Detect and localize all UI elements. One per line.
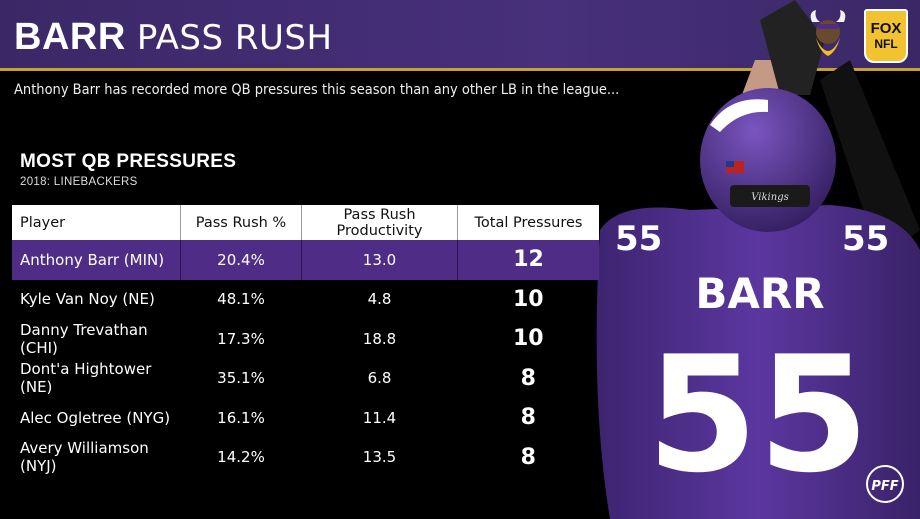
- prp: 11.4: [362, 408, 397, 427]
- jersey-name: BARR: [695, 269, 824, 318]
- flag-canton: [726, 161, 734, 167]
- table-header-row: Player Pass Rush % Pass Rush Productivit…: [12, 205, 599, 240]
- player-name: Anthony Barr (MIN): [12, 240, 181, 280]
- player-name: Danny Trevathan (CHI): [20, 320, 148, 357]
- column-header-prp: Pass Rush Productivity: [301, 205, 458, 240]
- table-row: Danny Trevathan (CHI) 17.3% 18.8 10: [12, 319, 599, 359]
- total-pressures: 8: [520, 365, 536, 391]
- total-pressures: 8: [520, 405, 536, 431]
- table-row: Anthony Barr (MIN) 20.4% 13.0 12: [12, 240, 599, 280]
- column-header-player: Player: [12, 205, 181, 240]
- pass-rush-pct: 48.1%: [217, 290, 265, 309]
- column-header-pass-rush-pct: Pass Rush %: [180, 205, 302, 240]
- pass-rush-pct: 14.2%: [217, 448, 265, 467]
- helmet-horn: [710, 99, 768, 132]
- helmet-label: Vikings: [751, 192, 788, 203]
- pass-rush-pct: 17.3%: [217, 329, 265, 348]
- prp: 13.0: [301, 240, 458, 280]
- jersey: [596, 205, 920, 519]
- player-name: Dont'a Hightower (NE): [20, 360, 152, 397]
- total-pressures: 8: [520, 444, 536, 470]
- fox-nfl-logo: FOX NFL: [864, 9, 908, 63]
- player-name: Avery Williamson (NYJ): [20, 439, 149, 476]
- shoulder-number-right: 55: [842, 219, 889, 259]
- title-light: PASS RUSH: [136, 18, 333, 58]
- title-bold: BARR: [14, 16, 126, 58]
- logos: FOX NFL: [806, 8, 908, 64]
- table-title: MOST QB PRESSURES: [20, 151, 237, 172]
- table-row: Alec Ogletree (NYG) 16.1% 11.4 8: [12, 398, 599, 438]
- total-pressures: 10: [512, 326, 544, 352]
- player-name: Kyle Van Noy (NE): [20, 290, 155, 309]
- table-row: Dont'a Hightower (NE) 35.1% 6.8 8: [12, 359, 599, 399]
- table-row: Avery Williamson (NYJ) 14.2% 13.5 8: [12, 438, 599, 478]
- shoulder-number-left: 55: [615, 219, 662, 259]
- prp: 18.8: [362, 329, 397, 348]
- pff-logo-icon: PFF: [866, 465, 904, 503]
- total-pressures: 10: [512, 286, 544, 312]
- fox-label: FOX: [870, 20, 902, 37]
- vikings-logo-icon: [810, 10, 846, 56]
- nfl-label: NFL: [874, 37, 898, 51]
- pff-label: PFF: [871, 479, 898, 494]
- right-arm-sleeve: [820, 60, 920, 260]
- pass-rush-pct: 20.4%: [180, 240, 302, 280]
- pass-rush-pct: 35.1%: [217, 369, 265, 388]
- column-header-total: Total Pressures: [457, 205, 599, 240]
- player-name: Alec Ogletree (NYG): [20, 408, 171, 427]
- prp: 13.5: [362, 448, 397, 467]
- jersey-number: 55: [647, 321, 870, 508]
- subtitle: Anthony Barr has recorded more QB pressu…: [14, 82, 620, 98]
- pass-rush-pct: 16.1%: [217, 408, 265, 427]
- total-pressures: 12: [457, 240, 599, 280]
- player-photo: 55 55 Vikings BARR 55: [596, 0, 920, 519]
- page-title: BARR PASS RUSH: [14, 15, 333, 60]
- gloves: [760, 0, 825, 95]
- table-row: Kyle Van Noy (NE) 48.1% 4.8 10: [12, 280, 599, 320]
- pressures-table: Player Pass Rush % Pass Rush Productivit…: [12, 205, 599, 477]
- prp: 4.8: [367, 290, 392, 309]
- helmet-band: [730, 185, 810, 207]
- table-subtitle: 2018: LINEBACKERS: [20, 176, 138, 188]
- prp: 6.8: [367, 369, 392, 388]
